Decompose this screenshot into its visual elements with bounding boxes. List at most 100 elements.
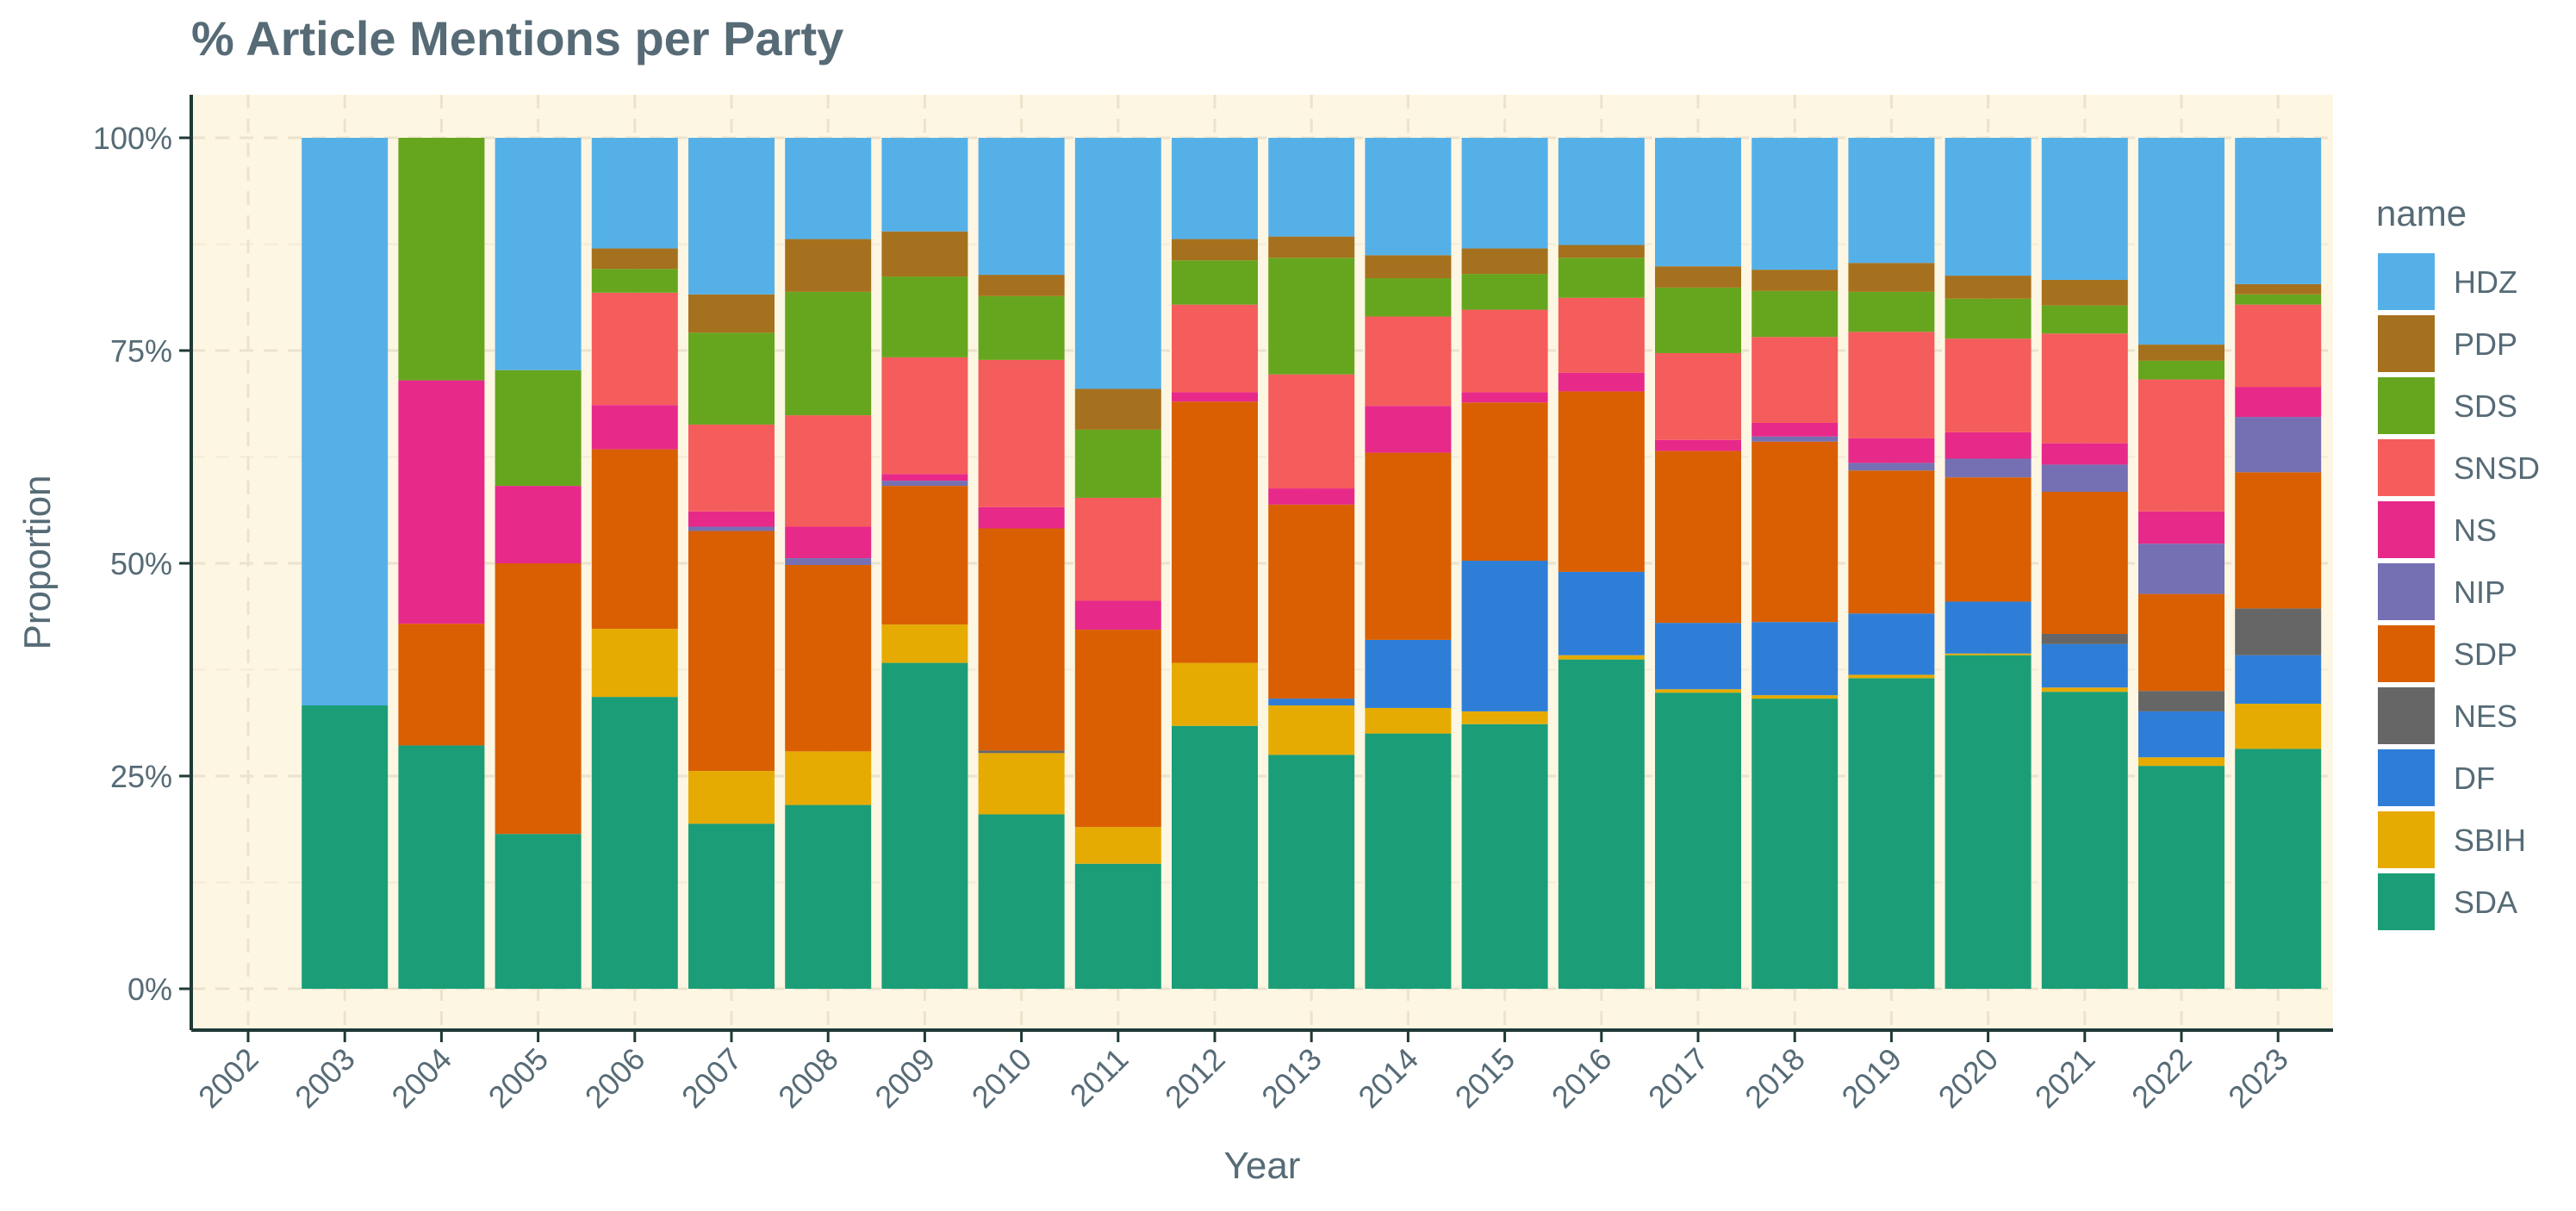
legend-key-hdz — [2378, 253, 2435, 310]
y-axis-title: Proportion — [16, 475, 59, 649]
bar-2015-sda — [1461, 723, 1548, 989]
bar-2015-sds — [1461, 274, 1548, 310]
bar-2019-snsd — [1848, 332, 1935, 438]
bar-2020-sds — [1944, 298, 2032, 339]
x-tick-label: 2011 — [1063, 1041, 1136, 1114]
bar-2016-snsd — [1558, 297, 1645, 373]
x-tick-label: 2013 — [1254, 1041, 1328, 1115]
bar-2021-df — [2041, 643, 2128, 688]
bar-2011-hdz — [1074, 138, 1161, 389]
bar-2010-hdz — [978, 138, 1065, 276]
bar-2020-nip — [1944, 458, 2032, 478]
bar-2021-snsd — [2041, 333, 2128, 444]
bar-2006-pdp — [591, 248, 678, 270]
legend-label-nes: NES — [2454, 699, 2517, 734]
legend: HDZ PDP SDS SNSD NS NIP SDP NES DF SBIH SDA — [2378, 253, 2540, 930]
bar-2016-sds — [1558, 258, 1645, 298]
bars-layer — [302, 138, 2322, 989]
bar-2012-sds — [1172, 260, 1258, 305]
x-tick-label: 2006 — [578, 1041, 652, 1115]
bar-2021-sda — [2041, 692, 2128, 989]
bar-2013-sbih — [1268, 705, 1355, 755]
bar-2014-sbih — [1365, 707, 1452, 734]
bar-2015-sdp — [1461, 402, 1548, 562]
bar-2015-snsd — [1461, 309, 1548, 393]
bar-2019-pdp — [1848, 263, 1935, 292]
bar-2014-sda — [1365, 733, 1452, 989]
bar-2022-sds — [2138, 360, 2224, 380]
x-tick-label: 2021 — [2028, 1041, 2102, 1115]
bar-2022-nes — [2138, 691, 2224, 711]
bar-2018-sds — [1752, 290, 1839, 338]
x-tick-label: 2005 — [482, 1041, 556, 1115]
x-tick-label: 2007 — [675, 1041, 749, 1115]
y-tick-label: 25% — [110, 759, 172, 794]
bar-2023-df — [2235, 655, 2322, 705]
bar-2021-pdp — [2041, 279, 2128, 306]
bar-2013-pdp — [1268, 236, 1355, 258]
y-tick-label: 0% — [128, 972, 172, 1007]
bar-2016-sda — [1558, 659, 1645, 989]
legend-label-sds: SDS — [2454, 388, 2517, 424]
x-axis-title: Year — [1224, 1145, 1301, 1187]
bar-2013-sda — [1268, 755, 1355, 989]
bar-2013-ns — [1268, 488, 1355, 505]
chart-title: % Article Mentions per Party — [191, 11, 843, 65]
bar-2017-pdp — [1655, 266, 1741, 288]
bar-2009-hdz — [881, 138, 968, 232]
legend-key-nes — [2378, 687, 2435, 744]
x-tick-label: 2003 — [288, 1041, 362, 1115]
bar-2011-sda — [1074, 863, 1161, 989]
bar-2008-sdp — [785, 564, 872, 752]
legend-label-sda: SDA — [2454, 885, 2517, 920]
y-tick-label: 75% — [110, 333, 172, 369]
bar-2015-sbih — [1461, 711, 1548, 724]
bar-2018-nip — [1752, 436, 1839, 442]
bar-2010-snsd — [978, 359, 1065, 507]
bar-2023-sds — [2235, 294, 2322, 305]
bar-2022-pdp — [2138, 345, 2224, 361]
bar-2023-pdp — [2235, 283, 2322, 295]
bar-2021-sds — [2041, 305, 2128, 334]
bar-2018-snsd — [1752, 337, 1839, 423]
bar-2016-pdp — [1558, 245, 1645, 258]
bar-2019-nip — [1848, 463, 1935, 471]
legend-label-hdz: HDZ — [2454, 264, 2517, 300]
x-tick-label: 2022 — [2125, 1041, 2199, 1115]
bar-2005-sdp — [495, 563, 582, 835]
bar-2009-sda — [881, 662, 968, 989]
bar-2009-sbih — [881, 624, 968, 663]
bar-2010-pdp — [978, 275, 1065, 296]
bar-2010-sda — [978, 814, 1065, 989]
bar-2017-sds — [1655, 287, 1741, 353]
bar-2004-sds — [398, 138, 485, 381]
bar-2014-snsd — [1365, 316, 1452, 407]
bar-2023-sbih — [2235, 704, 2322, 749]
bar-2006-snsd — [591, 292, 678, 406]
bar-2006-ns — [591, 405, 678, 450]
bar-2023-ns — [2235, 387, 2322, 418]
bar-2010-sbih — [978, 753, 1065, 815]
bar-2014-pdp — [1365, 255, 1452, 279]
bar-2011-sds — [1074, 429, 1161, 498]
bar-2009-nip — [881, 481, 968, 487]
x-tick-label: 2018 — [1738, 1041, 1812, 1115]
x-tick-label: 2002 — [191, 1041, 265, 1115]
bar-2006-sda — [591, 697, 678, 989]
bar-2018-df — [1752, 622, 1839, 696]
bar-2007-ns — [688, 511, 775, 527]
bar-2009-ns — [881, 474, 968, 481]
bar-2018-pdp — [1752, 270, 1839, 291]
bar-2010-sdp — [978, 528, 1065, 751]
bar-2023-hdz — [2235, 138, 2322, 284]
bar-2004-ns — [398, 380, 485, 624]
bar-2019-sda — [1848, 678, 1935, 989]
bar-2017-hdz — [1655, 138, 1741, 267]
legend-key-sds — [2378, 377, 2435, 434]
x-tick-label: 2020 — [1932, 1041, 2006, 1115]
x-tick-label: 2004 — [384, 1041, 458, 1115]
bar-2016-ns — [1558, 372, 1645, 392]
bar-2012-hdz — [1172, 138, 1258, 239]
bar-2007-sds — [688, 332, 775, 425]
